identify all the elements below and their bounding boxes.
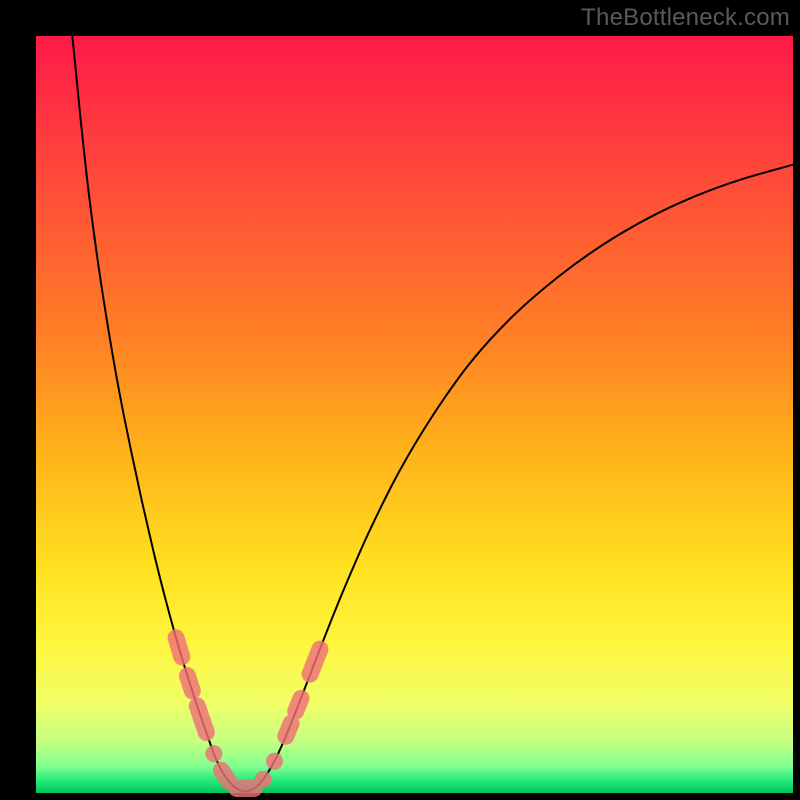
marker-pill (197, 706, 206, 732)
marker-pill (310, 649, 320, 674)
marker-pill (176, 638, 182, 657)
bottleneck-chart (0, 0, 800, 800)
chart-stage: TheBottleneck.com (0, 0, 800, 800)
marker-pill (187, 676, 192, 691)
marker-pill (286, 723, 291, 736)
plot-background (36, 36, 793, 793)
marker-pill (296, 698, 301, 711)
marker-pill (221, 770, 229, 781)
watermark-text: TheBottleneck.com (581, 4, 790, 32)
